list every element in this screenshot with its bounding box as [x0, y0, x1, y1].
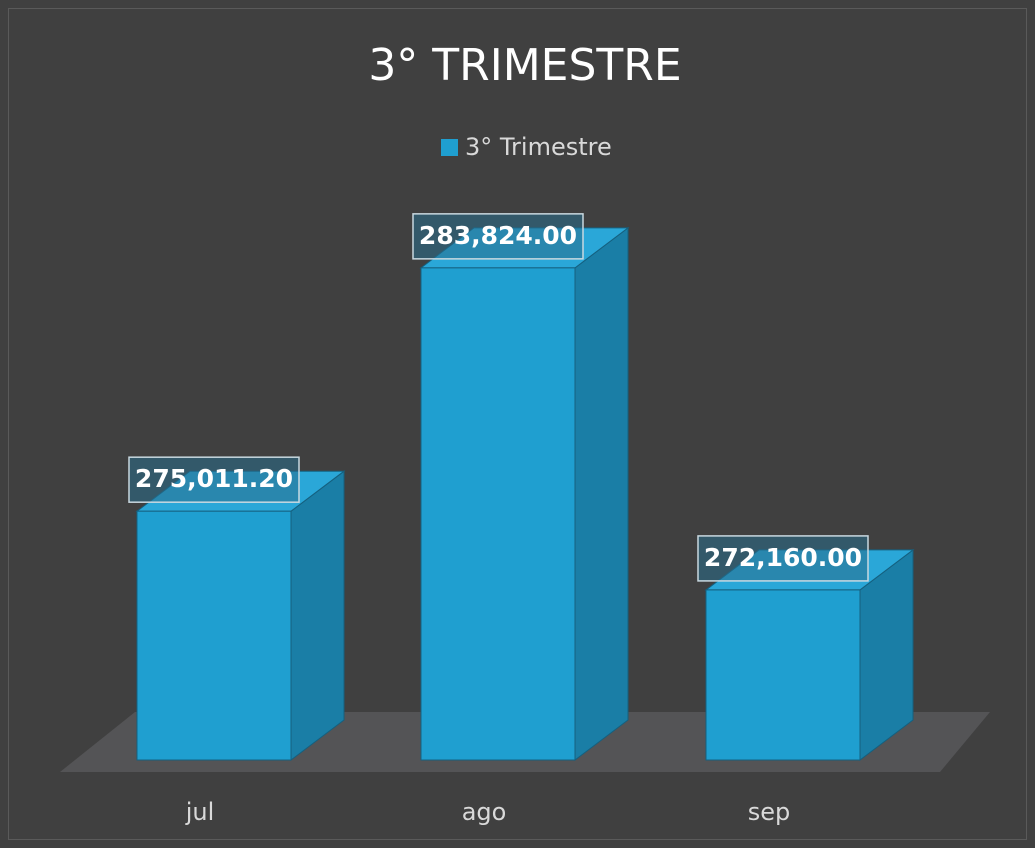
chart-title: 3° TRIMESTRE [368, 40, 681, 91]
bar [705, 589, 861, 761]
data-label: 272,160.00 [704, 543, 862, 572]
x-tick-label: ago [462, 798, 507, 826]
legend-label: 3° Trimestre [465, 133, 612, 161]
data-label-box [697, 535, 869, 582]
x-tick-label: jul [185, 798, 215, 826]
data-label: 283,824.00 [419, 221, 577, 250]
data-label-box [412, 213, 584, 260]
data-label-box [128, 456, 300, 503]
bar-side [290, 470, 345, 762]
legend-swatch [441, 139, 458, 156]
x-tick-label: sep [748, 798, 791, 826]
bar-side [574, 226, 629, 762]
bar [420, 267, 576, 761]
data-label: 275,011.20 [135, 464, 293, 493]
chart-border [8, 8, 1027, 840]
bar [136, 510, 292, 761]
